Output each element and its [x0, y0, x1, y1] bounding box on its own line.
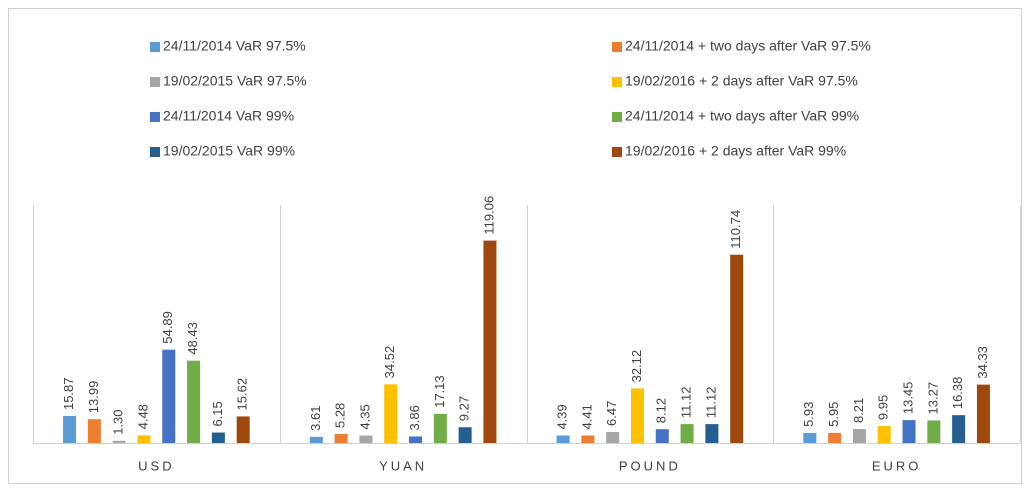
data-label: 15.62 [235, 378, 250, 411]
bar [87, 419, 101, 443]
data-label: 9.27 [457, 396, 472, 421]
data-label: 9.95 [876, 395, 891, 420]
data-label: 13.45 [900, 382, 915, 415]
data-label: 6.47 [604, 401, 619, 426]
bar [112, 440, 126, 443]
bar [852, 429, 866, 443]
data-label: 13.27 [925, 382, 940, 415]
data-label: 5.95 [826, 402, 841, 427]
legend-swatch [150, 77, 160, 87]
bar [458, 427, 472, 443]
bar [556, 435, 570, 443]
x-tick-label: USD [138, 458, 174, 473]
bar [63, 416, 77, 443]
data-label: 110.74 [728, 210, 743, 249]
data-label: 11.12 [703, 387, 718, 419]
data-label: 1.30 [111, 409, 126, 434]
bar [606, 432, 620, 443]
bar [828, 432, 842, 443]
data-label: 8.12 [654, 398, 669, 423]
legend-label: 19/02/2016 + 2 days after VaR 99% [625, 143, 846, 159]
bar [483, 240, 497, 443]
legend-label: 19/02/2015 VaR 97.5% [163, 73, 307, 89]
legend-label: 19/02/2015 VaR 99% [163, 143, 295, 159]
legend-label: 19/02/2016 + 2 days after VaR 97.5% [625, 73, 858, 89]
bar [409, 436, 423, 443]
bar [902, 420, 916, 443]
legend-label: 24/11/2014 VaR 99% [163, 108, 294, 124]
bar [384, 384, 398, 443]
data-label: 5.28 [333, 403, 348, 428]
data-label: 34.52 [382, 346, 397, 379]
bar [211, 432, 225, 443]
legend-label: 24/11/2014 VaR 97.5% [163, 38, 306, 54]
data-label: 8.21 [851, 398, 866, 423]
legend-label: 24/11/2014 + two days after VaR 99% [625, 108, 859, 124]
data-label: 15.87 [61, 377, 76, 410]
bar [309, 436, 323, 443]
data-label: 4.35 [357, 404, 372, 429]
legend-swatch [612, 112, 622, 122]
legend-swatch [612, 77, 622, 87]
bar [976, 384, 990, 443]
bar [137, 435, 151, 443]
data-label: 119.06 [481, 196, 496, 235]
data-label: 3.86 [407, 405, 422, 430]
data-label: 6.15 [210, 401, 225, 426]
data-label: 16.38 [950, 377, 965, 410]
bar [705, 424, 719, 443]
legend-swatch [150, 147, 160, 157]
bar [630, 388, 644, 443]
data-label: 32.12 [629, 350, 644, 383]
data-label: 48.43 [185, 322, 200, 355]
bar [655, 429, 669, 443]
data-label: 4.48 [135, 404, 150, 429]
bar [730, 254, 744, 443]
legend-label: 24/11/2014 + two days after VaR 97.5% [625, 38, 871, 54]
bar [433, 413, 447, 443]
data-label: 3.61 [308, 406, 323, 431]
bar [803, 432, 817, 443]
x-tick-label: EURO [872, 458, 922, 473]
bar [877, 426, 891, 443]
data-label: 17.13 [432, 375, 447, 408]
data-label: 4.39 [555, 404, 570, 429]
data-label: 4.41 [579, 404, 594, 429]
legend-swatch [150, 42, 160, 52]
x-tick-label: YUAN [379, 458, 427, 473]
legend-swatch [612, 42, 622, 52]
x-tick-label: POUND [619, 458, 681, 473]
legend-swatch [150, 112, 160, 122]
bar [359, 435, 373, 443]
bar [680, 424, 694, 443]
bar [952, 415, 966, 443]
bar [334, 434, 348, 443]
data-label: 11.12 [679, 387, 694, 419]
bar [927, 420, 941, 443]
bar [162, 349, 176, 443]
data-label: 13.99 [86, 381, 101, 414]
legend-swatch [612, 147, 622, 157]
data-label: 5.93 [801, 402, 816, 427]
bar [187, 360, 201, 443]
data-label: 54.89 [160, 311, 175, 344]
bar [581, 435, 595, 443]
chart-frame [8, 8, 1022, 484]
data-label: 34.33 [975, 346, 990, 379]
bar [236, 416, 250, 443]
